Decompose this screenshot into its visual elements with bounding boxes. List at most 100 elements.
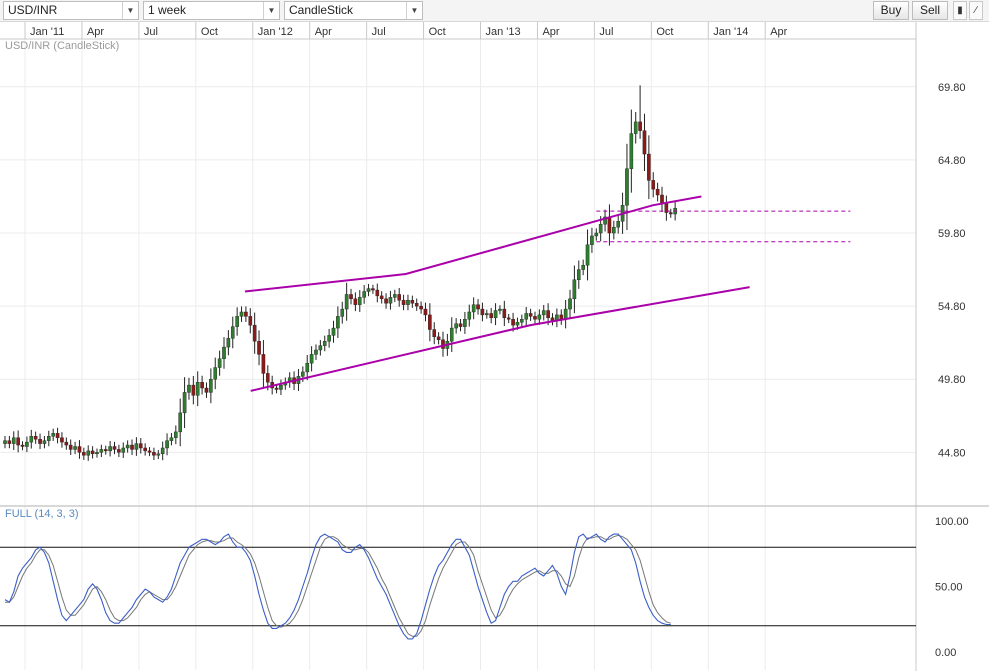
candle-body: [55, 433, 60, 438]
candle-body: [585, 244, 590, 266]
candle-body: [138, 443, 143, 449]
candle-body: [82, 452, 86, 456]
candle-body: [322, 341, 327, 346]
candle-body: [515, 322, 520, 326]
candle-body: [187, 384, 191, 393]
candle-body: [423, 308, 428, 316]
price-tick-label: 64.80: [938, 155, 966, 167]
candle-body: [213, 367, 218, 380]
candle-body: [200, 381, 204, 389]
candle-body: [603, 216, 607, 225]
candle-body: [20, 444, 25, 447]
time-tick-label: Apr: [87, 26, 104, 38]
price-tick-label: 44.80: [938, 447, 966, 459]
grid: [0, 22, 916, 670]
candle-body: [467, 311, 472, 320]
time-tick-label: Oct: [201, 26, 218, 38]
candle-body: [51, 433, 55, 437]
candle-body: [629, 133, 634, 169]
candle-body: [651, 180, 656, 190]
candle-body: [301, 371, 305, 377]
chevron-down-icon: ▼: [122, 2, 138, 19]
symbol-select[interactable]: USD/INR ▼: [3, 1, 139, 20]
candle-body: [463, 319, 467, 327]
buy-button[interactable]: Buy: [873, 1, 909, 20]
candle-body: [502, 308, 507, 319]
candle-body: [309, 354, 314, 364]
candle-body: [331, 327, 336, 336]
candle-body: [3, 440, 7, 444]
osc-tick-label: 100.00: [935, 516, 969, 528]
sell-button[interactable]: Sell: [912, 1, 948, 20]
candle-body: [112, 446, 117, 450]
candle-body: [353, 298, 358, 305]
candle-body: [99, 449, 104, 453]
candle-body: [520, 319, 524, 323]
line-draw-icon[interactable]: ∕: [969, 1, 983, 20]
chart-style-select[interactable]: CandleStick ▼: [284, 1, 423, 20]
time-tick-label: Oct: [429, 26, 446, 38]
time-tick-label: Oct: [656, 26, 673, 38]
candle-body: [506, 317, 511, 320]
time-tick-label: Jan '14: [713, 26, 748, 38]
candle-body: [441, 339, 445, 349]
bar-chart-icon[interactable]: ▮: [953, 1, 967, 20]
candle-body: [121, 447, 126, 453]
candle-body: [419, 305, 423, 310]
candle-body: [257, 341, 261, 355]
time-tick-label: Jul: [372, 26, 386, 38]
candle-body: [590, 235, 594, 245]
candle-body: [524, 313, 529, 320]
candle-body: [209, 379, 213, 393]
candle-body: [160, 447, 165, 455]
candle-body: [489, 313, 493, 319]
candle-body: [125, 444, 130, 449]
candle-body: [195, 381, 200, 396]
candle-body: [217, 358, 222, 368]
candle-body: [174, 431, 178, 438]
candle-body: [537, 314, 542, 320]
candle-body: [222, 346, 226, 359]
candle-body: [397, 294, 402, 301]
price-tick-label: 54.80: [938, 301, 966, 313]
candle-body: [318, 345, 323, 351]
price-tick-label: 49.80: [938, 374, 966, 386]
candle-body: [235, 316, 239, 327]
candle-body: [279, 384, 283, 390]
candle-body: [384, 298, 388, 304]
interval-select[interactable]: 1 week ▼: [143, 1, 280, 20]
candle-body: [371, 288, 375, 291]
time-axis: [0, 22, 916, 39]
candle-body: [432, 329, 437, 338]
axes: Jan '11 Apr Jul Oct Jan '12 Apr Jul Oct Jan '13 A…: [0, 22, 989, 671]
candle-body: [647, 153, 651, 181]
stoch-d-line: [5, 534, 671, 637]
candle-body: [38, 438, 42, 444]
toolbar: USD/INR ▼ 1 week ▼ CandleStick ▼ Buy Sel…: [0, 0, 989, 22]
chart-area[interactable]: Jan '11 Apr Jul Oct Jan '12 Apr Jul Oct Jan '13 A…: [0, 22, 989, 671]
candle-body: [528, 313, 533, 317]
candle-body: [178, 412, 183, 433]
time-tick-label: Jul: [144, 26, 158, 38]
candle-body: [568, 298, 572, 310]
candle-body: [633, 121, 638, 134]
candle-body: [143, 447, 147, 452]
candle-body: [607, 216, 612, 234]
candle-body: [485, 313, 489, 316]
candle-body: [511, 319, 515, 326]
candle-body: [68, 444, 73, 450]
candle-body: [33, 436, 38, 440]
candle-body: [64, 441, 69, 446]
upper-channel-line: [244, 195, 702, 293]
candle-body: [230, 326, 235, 339]
price-tick-label: 69.80: [938, 82, 966, 94]
oscillator-title: FULL (14, 3, 3): [5, 508, 79, 520]
candle-body: [25, 441, 29, 447]
candle-body: [305, 362, 310, 373]
candle-body: [204, 387, 209, 393]
candle-body: [261, 354, 266, 374]
candle-body: [42, 440, 47, 444]
candle-body: [471, 304, 476, 313]
candle-body: [152, 452, 156, 456]
chart-style-value: CandleStick: [289, 3, 354, 17]
